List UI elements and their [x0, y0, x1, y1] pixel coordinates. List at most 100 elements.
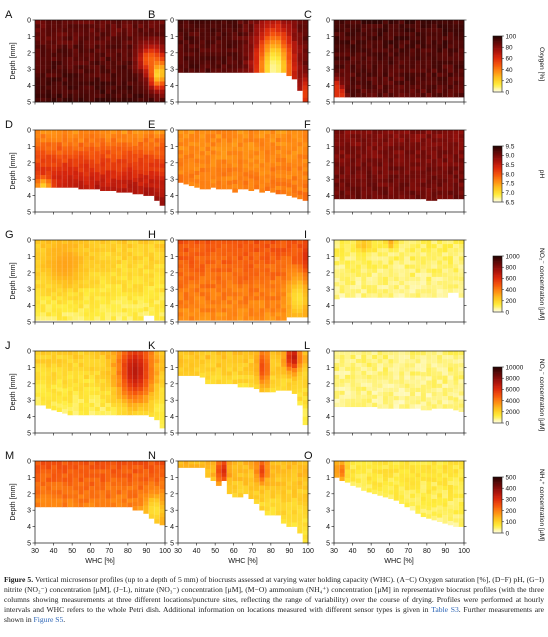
heatmap-cell	[67, 390, 74, 396]
heatmap-cell	[40, 48, 47, 54]
heatmap-cell	[453, 60, 459, 65]
heatmap-cell	[132, 185, 139, 191]
heatmap-cell	[344, 248, 351, 253]
heatmap-cell	[458, 56, 465, 61]
heatmap-cell	[248, 146, 255, 151]
heatmap-cell	[339, 32, 346, 37]
heatmap-cell	[409, 162, 416, 167]
heatmap-cell	[148, 281, 155, 287]
heatmap-cell	[154, 134, 160, 139]
heatmap-cell	[350, 272, 356, 278]
y-tick-label: 1	[27, 144, 31, 151]
heatmap-cell	[275, 130, 282, 135]
heatmap-cell	[132, 312, 139, 317]
heatmap-cell	[72, 252, 79, 257]
heatmap-cell	[40, 312, 47, 317]
heatmap-cell	[344, 402, 351, 408]
heatmap-cell	[431, 248, 438, 253]
heatmap-cell	[453, 162, 459, 167]
heatmap-cell	[371, 72, 378, 78]
heatmap-cell	[426, 256, 432, 261]
heatmap-cell	[205, 44, 211, 49]
heatmap-cell	[297, 53, 303, 58]
heatmap-cell	[275, 165, 282, 171]
heatmap-cell	[56, 40, 63, 45]
heatmap-cell	[40, 284, 47, 289]
heatmap-cell	[94, 240, 101, 245]
heatmap-cell	[243, 146, 249, 152]
heatmap-cell	[431, 188, 438, 193]
heatmap-cell	[297, 268, 303, 273]
heatmap-cell	[62, 36, 68, 41]
heatmap-cell	[121, 146, 128, 152]
heatmap-cell	[89, 180, 95, 186]
heatmap-cell	[382, 359, 389, 364]
heatmap-cell	[232, 359, 238, 364]
heatmap-cell	[259, 130, 265, 135]
heatmap-cell	[148, 294, 155, 299]
heatmap-cell	[334, 134, 340, 139]
heatmap-cell	[377, 256, 384, 261]
heatmap-cell	[210, 359, 217, 364]
heatmap-cell	[178, 48, 184, 53]
heatmap-cell	[45, 359, 52, 364]
heatmap-cell	[159, 73, 166, 78]
heatmap-cell	[344, 268, 351, 274]
heatmap-cell	[361, 362, 367, 368]
heatmap-cell	[94, 151, 101, 156]
heatmap-cell	[453, 32, 459, 37]
heatmap-cell	[137, 36, 144, 41]
heatmap-cell	[232, 40, 238, 45]
heatmap-cell	[453, 134, 459, 139]
heatmap-cell	[339, 248, 346, 253]
heatmap-cell	[89, 130, 95, 135]
heatmap-cell	[100, 410, 106, 416]
heatmap-cell	[377, 276, 384, 282]
heatmap-cell	[215, 375, 222, 380]
heatmap-cell	[243, 367, 249, 372]
heatmap-cell	[78, 394, 85, 400]
heatmap-cell	[116, 69, 122, 74]
heatmap-cell	[243, 155, 249, 160]
heatmap-cell	[248, 252, 255, 257]
heatmap-cell	[442, 134, 449, 139]
heatmap-cell	[420, 248, 427, 253]
heatmap-cell	[159, 52, 166, 58]
heatmap-cell	[297, 146, 303, 151]
heatmap-cell	[420, 150, 427, 155]
heatmap-cell	[355, 382, 362, 388]
heatmap-cell	[366, 52, 373, 57]
heatmap-cell	[143, 252, 150, 258]
heatmap-cell	[137, 296, 144, 301]
heatmap-cell	[35, 20, 41, 25]
heatmap-cell	[355, 248, 362, 253]
heatmap-cell	[350, 20, 356, 25]
heatmap-cell	[361, 272, 367, 278]
heatmap-cell	[110, 382, 117, 388]
heatmap-cell	[453, 190, 459, 196]
heatmap-cell	[178, 312, 184, 317]
heatmap-cell	[178, 288, 184, 293]
heatmap-cell	[100, 308, 106, 313]
heatmap-cell	[232, 304, 238, 309]
heatmap-cell	[297, 388, 303, 393]
heatmap-cell	[40, 380, 47, 385]
heatmap-cell	[116, 296, 122, 301]
heatmap-cell	[100, 44, 106, 49]
heatmap-cell	[344, 366, 351, 372]
heatmap-cell	[361, 398, 367, 404]
heatmap-cell	[226, 167, 233, 173]
heatmap-cell	[72, 166, 79, 172]
heatmap-cell	[388, 359, 394, 364]
heatmap-cell	[221, 20, 228, 25]
heatmap-cell	[148, 24, 155, 29]
heatmap-cell	[205, 24, 211, 29]
heatmap-cell	[237, 60, 244, 65]
heatmap-cell	[248, 375, 255, 380]
heatmap-cell	[366, 60, 373, 65]
heatmap-cell	[361, 194, 367, 200]
heatmap-cell	[264, 316, 271, 321]
heatmap-cell	[302, 44, 309, 49]
heatmap-cell	[199, 272, 206, 277]
